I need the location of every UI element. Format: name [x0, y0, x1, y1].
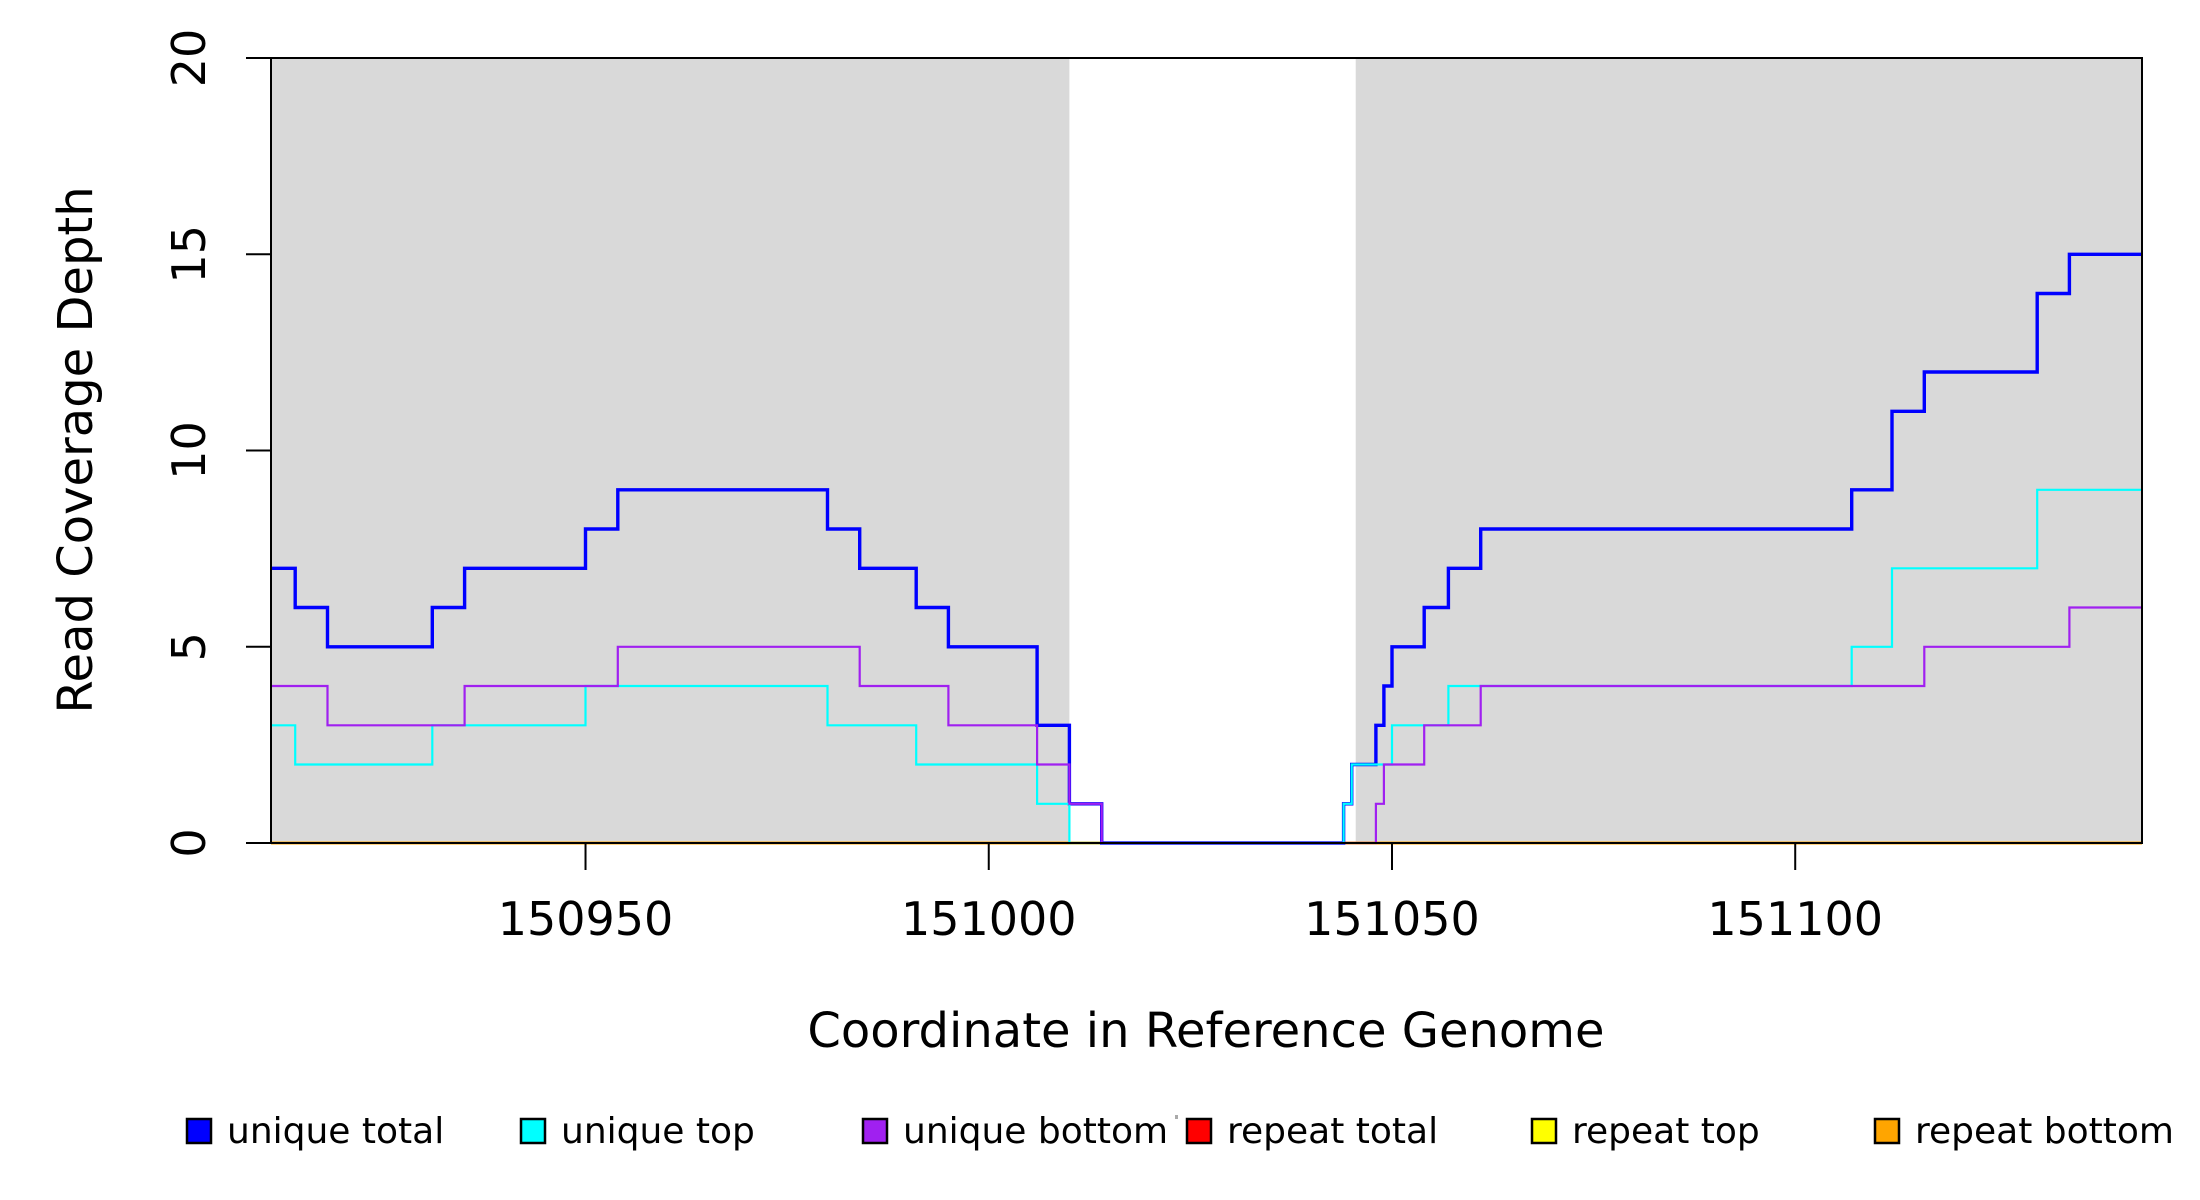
legend-item-repeat-top: repeat top	[1530, 1111, 1760, 1152]
legend-item-unique-bottom: unique bottom	[861, 1111, 1168, 1152]
legend: unique total unique top unique bottom repea…	[185, 1111, 2174, 1152]
y-tick-label: 15	[162, 225, 216, 284]
legend-swatch-repeat-total	[1185, 1117, 1213, 1145]
x-tick-label: 151000	[901, 892, 1077, 946]
series-unique-bottom-line	[271, 606, 2142, 845]
y-tick-label: 20	[162, 29, 216, 88]
legend-swatch-repeat-top	[1530, 1117, 1558, 1145]
shaded-regions	[271, 58, 2142, 843]
legend-label-repeat-total: repeat total	[1227, 1111, 1438, 1152]
y-axis-title: Read Coverage Depth	[48, 186, 104, 713]
legend-swatch-unique-top	[519, 1117, 547, 1145]
legend-item-repeat-bottom: repeat bottom	[1873, 1111, 2174, 1152]
x-tick-label: 151100	[1707, 892, 1883, 946]
x-tick-label: 150950	[498, 892, 674, 946]
legend-item-repeat-total: repeat total	[1185, 1111, 1438, 1152]
legend-item-unique-top: unique top	[519, 1111, 755, 1152]
legend-label-unique-top: unique top	[561, 1111, 755, 1152]
legend-item-unique-total: unique total	[185, 1111, 444, 1152]
artifact-dot	[1175, 1115, 1178, 1119]
y-tick-label: 10	[162, 421, 216, 480]
legend-swatch-unique-bottom	[861, 1117, 889, 1145]
legend-label-unique-total: unique total	[227, 1111, 444, 1152]
legend-swatch-unique-total	[185, 1117, 213, 1145]
shaded-region-right	[1355, 58, 2142, 843]
axes: 150950 151000 151050 151100 0 5 10 15 20	[162, 29, 2143, 946]
y-tick-label: 0	[162, 828, 216, 857]
y-tick-label: 5	[162, 632, 216, 661]
shaded-region-left	[271, 58, 1070, 843]
x-axis-title: Coordinate in Reference Genome	[807, 1003, 1604, 1059]
legend-label-repeat-top: repeat top	[1572, 1111, 1760, 1152]
legend-label-unique-bottom: unique bottom	[903, 1111, 1168, 1152]
legend-label-repeat-bottom: repeat bottom	[1915, 1111, 2174, 1152]
legend-swatch-repeat-bottom	[1873, 1117, 1901, 1145]
x-tick-label: 151050	[1304, 892, 1480, 946]
